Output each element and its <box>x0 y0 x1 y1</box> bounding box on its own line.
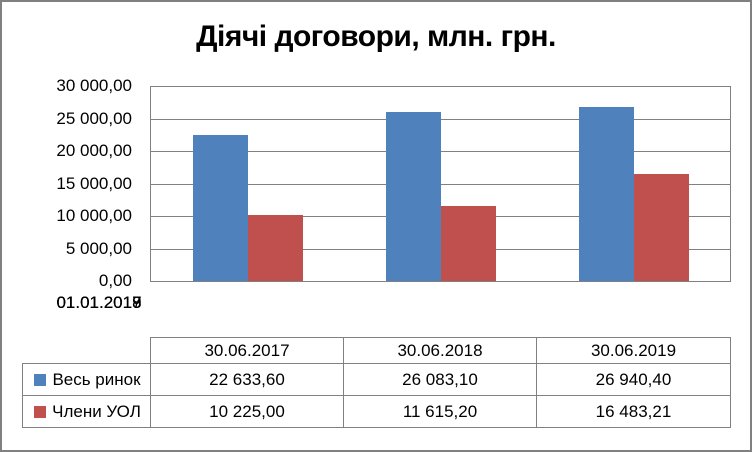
table-value-cell: 26 083,10 <box>343 363 537 396</box>
chart-title: Діячі договори, млн. грн. <box>196 20 556 53</box>
legend-swatch-uol <box>34 405 47 418</box>
y-axis-tick-label: 5 000,00 <box>65 238 132 258</box>
x-axis-category-label: 01.01.2017 <box>56 293 142 312</box>
series-legend-cell: Члени УОЛ <box>22 395 151 428</box>
y-axis-tick-label: 30 000,00 <box>56 76 132 95</box>
table-header-row: 30.06.2017 30.06.2018 30.06.2019 <box>23 337 731 364</box>
table-value-cell: 16 483,21 <box>536 395 731 428</box>
table-row: Весь ринок 22 633,60 26 083,10 26 940,40 <box>22 363 731 396</box>
table-header-cell: 30.06.2017 <box>150 337 344 364</box>
x-axis-category-label: 01.01.2019 <box>56 293 142 312</box>
series-legend-cell: Весь ринок <box>22 363 151 396</box>
y-axis-tick-label: 0,00 <box>98 271 132 290</box>
chart-bar <box>441 206 496 281</box>
table-value-cell: 22 633,60 <box>150 363 344 396</box>
table-header-cell: 30.06.2019 <box>536 337 731 364</box>
table-row: Члени УОЛ 10 225,00 11 615,20 16 483,21 <box>22 395 731 428</box>
y-axis-tick-label: 10 000,00 <box>56 206 132 225</box>
y-axis-tick-label: 25 000,00 <box>56 108 132 128</box>
legend-swatch-market <box>34 373 47 386</box>
table-header-cell: 30.06.2018 <box>343 337 537 364</box>
chart-bar <box>193 135 248 281</box>
chart-bar <box>248 215 303 281</box>
y-axis-tick-label: 20 000,00 <box>56 141 132 160</box>
plot-area <box>150 86 731 282</box>
table-value-cell: 10 225,00 <box>150 395 344 428</box>
y-axis-tick-label: 15 000,00 <box>56 173 132 193</box>
chart-bar <box>634 174 689 281</box>
table-value-cell: 11 615,20 <box>343 395 537 428</box>
series-label: Члени УОЛ <box>52 401 141 421</box>
chart-bar <box>579 107 634 281</box>
data-table: 30.06.2017 30.06.2018 30.06.2019 Весь ри… <box>22 337 731 428</box>
x-axis-category-label: 01.01.2018 <box>56 293 142 312</box>
table-corner-cell <box>23 338 151 364</box>
chart-bar <box>386 112 441 281</box>
table-value-cell: 26 940,40 <box>536 363 731 396</box>
series-label: Весь ринок <box>52 369 141 389</box>
